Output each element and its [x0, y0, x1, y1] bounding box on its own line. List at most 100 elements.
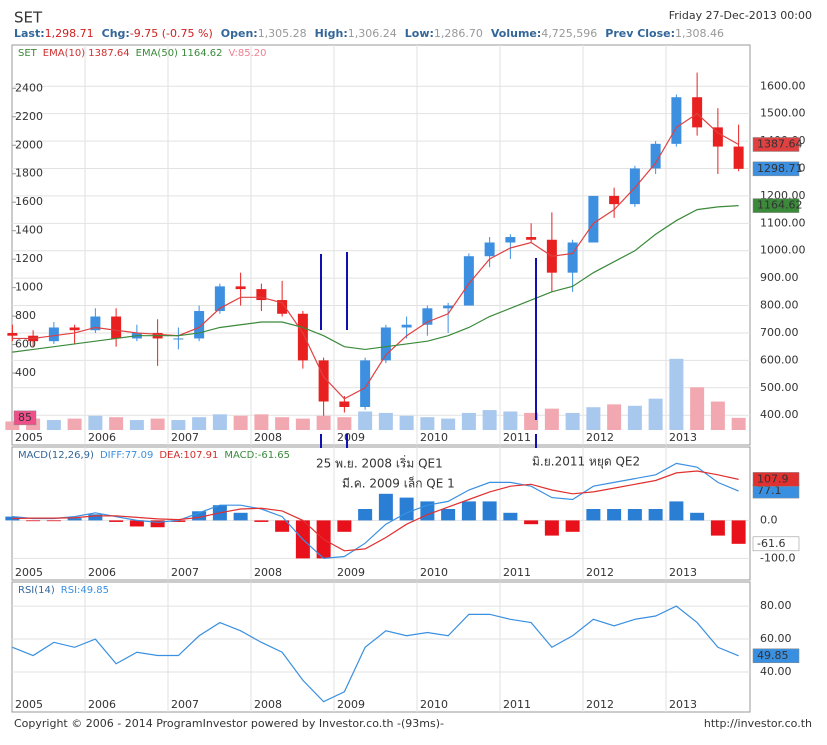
quote-label: Open: — [221, 27, 258, 40]
last-value-label: 1164.62 — [757, 199, 803, 212]
bar — [565, 520, 580, 532]
x-tick-label: 2012 — [586, 431, 614, 444]
bar — [461, 501, 476, 521]
quote-label: High: — [315, 27, 348, 40]
quote-value: 1,308.46 — [675, 27, 724, 40]
bar — [710, 520, 725, 536]
candle-body — [111, 316, 122, 339]
x-tick-label: 2012 — [586, 698, 614, 711]
last-value-label: 1298.71 — [757, 162, 803, 175]
quote-value: 4,725,596 — [541, 27, 597, 40]
legend-entry: EMA(50) 1164.62 — [136, 48, 223, 59]
bar — [358, 509, 373, 521]
candle-body — [339, 401, 350, 407]
legend: RSI(14) RSI:49.85 — [18, 585, 109, 596]
bar — [67, 518, 82, 521]
x-tick-label: 2006 — [88, 698, 116, 711]
annotation: มิ.ย.2011 หยุด QE2 — [532, 455, 640, 470]
bar — [233, 512, 248, 521]
y2-tick-label: 800 — [15, 309, 36, 322]
bar — [378, 493, 393, 521]
x-tick-label: 2008 — [254, 566, 282, 579]
x-tick-label: 2008 — [254, 431, 282, 444]
bar — [627, 509, 642, 521]
candle-body — [7, 332, 18, 336]
candle-body — [733, 146, 744, 169]
last-value-label: 1387.64 — [757, 137, 803, 150]
y-tick-label: 900.00 — [760, 271, 799, 284]
pane-frame — [11, 581, 751, 713]
y-tick-label: 500.00 — [760, 381, 799, 394]
y-tick-label: 60.00 — [760, 632, 792, 645]
bar — [67, 418, 82, 430]
x-tick-label: 2011 — [503, 431, 531, 444]
bar — [171, 420, 186, 430]
bar — [275, 417, 290, 430]
last-value-label: 49.85 — [757, 649, 789, 662]
candle-body — [567, 242, 578, 273]
legend-entry: DIFF:77.09 — [100, 450, 153, 461]
y-tick-label: 800.00 — [760, 299, 799, 312]
x-tick-label: 2011 — [503, 698, 531, 711]
bar — [607, 509, 622, 521]
bar — [150, 418, 165, 430]
quote-value: 1,306.24 — [348, 27, 397, 40]
candle-body — [712, 127, 723, 147]
x-tick-label: 2010 — [420, 698, 448, 711]
candle-body — [318, 360, 329, 402]
y2-tick-label: 1400 — [15, 224, 43, 237]
x-tick-label: 2013 — [669, 698, 697, 711]
bar — [710, 401, 725, 430]
x-tick-label: 2005 — [15, 566, 43, 579]
legend: MACD(12,26,9) DIFF:77.09 DEA:107.91 MACD:-6… — [18, 450, 290, 461]
candle-body — [297, 313, 308, 361]
candle-body — [629, 168, 640, 205]
x-tick-label: 2013 — [669, 566, 697, 579]
annotation: 25 พ.ย. 2008 เริ่ม QE1 — [316, 455, 443, 471]
bar — [275, 520, 290, 532]
x-tick-label: 2007 — [171, 566, 199, 579]
candle-body — [194, 311, 205, 339]
bar — [399, 497, 414, 521]
line — [12, 205, 739, 353]
bar — [565, 412, 580, 430]
x-tick-label: 2006 — [88, 431, 116, 444]
quote-label: Low: — [405, 27, 434, 40]
x-tick-label: 2009 — [337, 566, 365, 579]
bar — [669, 358, 684, 430]
bar — [648, 509, 663, 521]
y2-tick-label: 1000 — [15, 281, 43, 294]
bar — [337, 520, 352, 532]
last-value-box — [13, 410, 37, 426]
candle-body — [360, 360, 371, 407]
bar — [129, 420, 144, 430]
candle-body — [422, 308, 433, 325]
candle-body — [505, 237, 516, 243]
x-tick-label: 2005 — [15, 698, 43, 711]
last-value-box — [752, 198, 800, 213]
line — [12, 470, 739, 552]
x-tick-label: 2009 — [337, 698, 365, 711]
bar — [503, 411, 518, 430]
y2-tick-label: 1200 — [15, 252, 43, 265]
bar — [254, 520, 269, 522]
bar — [192, 511, 207, 521]
symbol: SET — [14, 9, 43, 27]
y-tick-label: 40.00 — [760, 665, 792, 678]
candle-body — [401, 324, 412, 328]
last-value-box — [752, 648, 800, 664]
legend-entry: RSI(14) — [18, 585, 55, 596]
bar — [482, 501, 497, 521]
bar — [669, 501, 684, 521]
bar — [690, 387, 705, 430]
x-tick-label: 2010 — [420, 431, 448, 444]
bar — [607, 404, 622, 430]
bar — [316, 415, 331, 430]
y-tick-label: 1500.00 — [760, 107, 806, 120]
footer-right: http://investor.co.th — [704, 717, 812, 730]
quote-value: 1,286.70 — [434, 27, 483, 40]
last-value-label: -61.6 — [757, 537, 785, 550]
bar — [88, 514, 103, 521]
annotation: มี.ค. 2009 เล็ก QE 1 — [342, 476, 455, 491]
y2-tick-label: 2200 — [15, 110, 43, 123]
